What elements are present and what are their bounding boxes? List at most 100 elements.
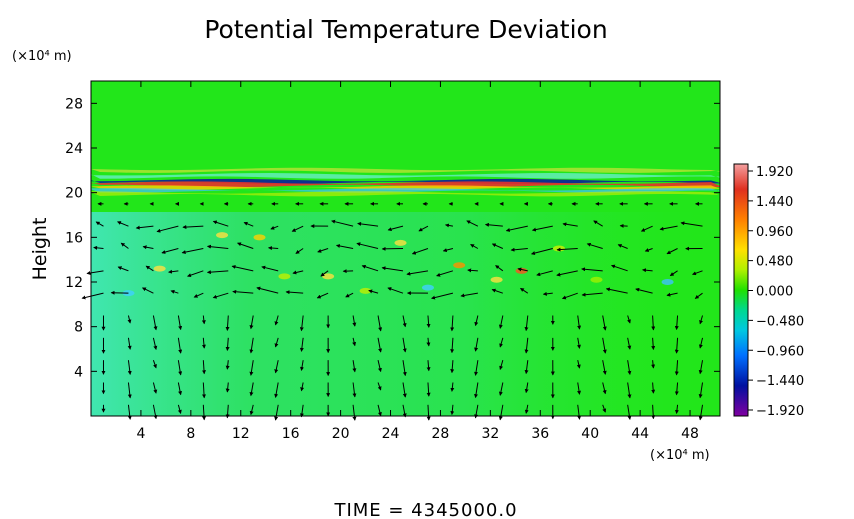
wind-vector xyxy=(495,265,504,272)
wind-vector xyxy=(212,220,229,227)
wind-vector xyxy=(627,382,632,399)
wind-vector xyxy=(436,270,454,277)
x-tick-label: 44 xyxy=(631,426,649,442)
wind-vector xyxy=(201,337,206,349)
wind-vector xyxy=(274,360,279,374)
chart-title: Potential Temperature Deviation xyxy=(204,15,607,44)
wind-vector xyxy=(285,290,304,295)
wind-vector xyxy=(95,221,104,227)
wind-vector xyxy=(225,337,230,352)
wind-vector xyxy=(274,315,279,326)
wind-vector xyxy=(377,337,383,353)
wind-vector xyxy=(602,404,607,413)
wind-vector xyxy=(352,337,357,347)
wind-vector xyxy=(249,360,254,376)
wind-vector xyxy=(467,268,478,273)
wind-vector xyxy=(177,360,183,376)
wind-vector xyxy=(402,360,407,377)
y-tick-label: 4 xyxy=(74,364,83,380)
wind-vector xyxy=(127,382,132,399)
wind-vector xyxy=(499,360,504,371)
deviation-blob xyxy=(421,284,434,291)
wind-vector xyxy=(674,404,679,415)
wind-vector xyxy=(530,248,553,256)
deviation-band xyxy=(91,185,720,190)
wind-vector xyxy=(161,248,179,254)
colorbar-tick-label: −1.920 xyxy=(756,404,804,419)
wind-vector xyxy=(256,286,279,294)
wind-vector xyxy=(274,337,279,348)
wind-vector xyxy=(381,266,404,272)
x-unit-label: (×10⁴ m) xyxy=(650,448,710,463)
wind-vector xyxy=(605,287,628,294)
wind-vector xyxy=(81,292,104,300)
wind-vector xyxy=(610,264,628,272)
wind-vector xyxy=(291,225,304,232)
wind-vector xyxy=(212,292,229,299)
wind-vector xyxy=(127,360,132,376)
deviation-blob xyxy=(590,276,603,283)
x-tick-label: 28 xyxy=(432,426,450,442)
wind-vector xyxy=(644,248,653,252)
wind-vector xyxy=(470,244,479,249)
wind-vector xyxy=(524,315,529,332)
wind-vector xyxy=(666,248,678,255)
wind-vector xyxy=(320,270,329,277)
wind-vector xyxy=(331,219,354,227)
wind-vector xyxy=(345,292,354,298)
wind-vector xyxy=(426,404,431,421)
wind-vector xyxy=(181,248,204,255)
wind-vector xyxy=(635,287,653,294)
x-tick-label: 36 xyxy=(531,426,549,442)
wind-vector xyxy=(499,337,504,348)
deviation-band xyxy=(91,181,720,188)
wind-vector xyxy=(267,246,279,251)
wind-vector xyxy=(411,248,429,255)
wind-vector xyxy=(120,242,129,249)
wind-vector xyxy=(231,265,254,272)
wind-vector xyxy=(117,221,129,227)
wind-vector xyxy=(602,382,607,395)
wind-vector xyxy=(300,382,305,392)
x-tick-label: 48 xyxy=(681,426,699,442)
wind-vector xyxy=(168,269,179,274)
wind-vector xyxy=(674,382,679,396)
y-tick-label: 28 xyxy=(65,96,83,112)
wind-vector xyxy=(202,404,207,421)
wind-vector xyxy=(243,221,254,227)
wind-vector xyxy=(270,225,279,230)
wind-vector xyxy=(498,315,504,329)
wind-vector xyxy=(450,315,455,332)
wind-vector xyxy=(651,382,656,394)
wind-vector xyxy=(152,315,158,331)
colorbar-tick-label: 0.960 xyxy=(756,225,793,240)
wind-vector xyxy=(299,315,304,332)
wind-vector xyxy=(156,225,179,233)
wind-vector xyxy=(127,404,132,420)
deviation-band xyxy=(91,167,720,173)
wind-vector xyxy=(602,315,607,331)
deviation-blob xyxy=(322,273,335,280)
wind-vector xyxy=(249,315,254,330)
wind-vector xyxy=(426,315,431,328)
wind-vector xyxy=(152,360,157,369)
y-unit-label: (×10⁴ m) xyxy=(12,49,72,64)
wind-vector xyxy=(426,337,431,347)
wind-vector xyxy=(142,245,154,250)
colorbar: 1.920 1.440 0.960 0.480 0.000 −0.480 −0.960 −1.… xyxy=(733,163,804,419)
wind-vector xyxy=(117,266,129,272)
wind-vector xyxy=(627,315,631,324)
wind-vector xyxy=(466,220,479,227)
deviation-band xyxy=(91,191,720,197)
wind-vector xyxy=(232,289,254,294)
wind-vector xyxy=(387,225,404,232)
wind-vector xyxy=(300,360,304,371)
wind-vector xyxy=(418,225,429,232)
wind-vector xyxy=(177,404,182,414)
wind-vector xyxy=(402,404,407,418)
wind-vector xyxy=(698,404,704,421)
wind-vector xyxy=(292,270,304,275)
deviation-blob xyxy=(553,245,566,252)
colorbar-tick-label: 0.480 xyxy=(756,255,793,270)
wind-vector xyxy=(674,360,679,376)
